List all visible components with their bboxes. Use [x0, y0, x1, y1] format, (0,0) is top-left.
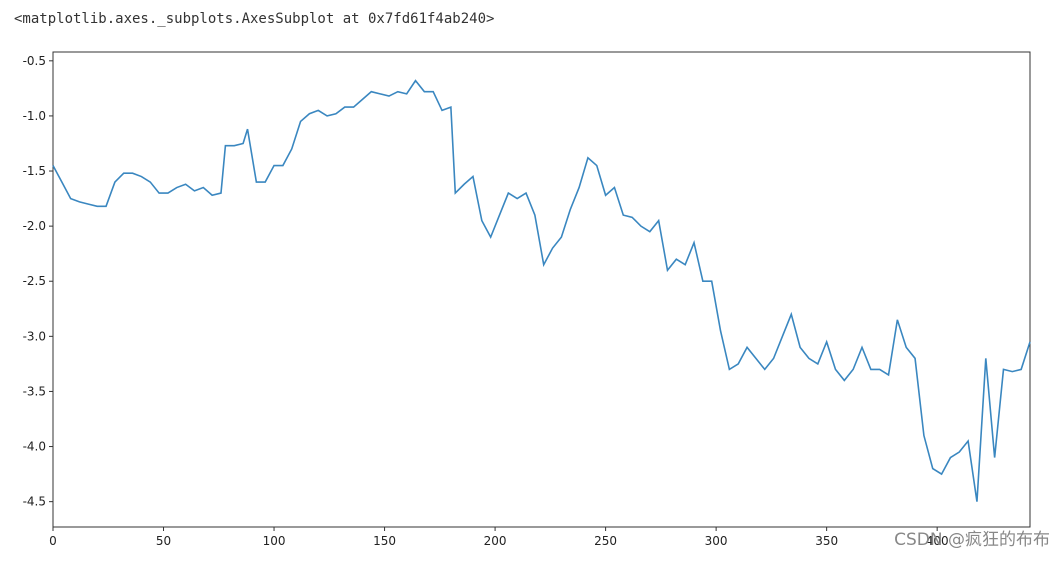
x-tick-label: 200	[484, 534, 507, 548]
x-tick-label: 150	[373, 534, 396, 548]
y-tick-label: -4.5	[23, 495, 46, 509]
x-tick-label: 0	[49, 534, 57, 548]
plot-frame	[52, 51, 1031, 528]
x-tick-label: 250	[594, 534, 617, 548]
y-tick-label: -3.5	[23, 384, 46, 398]
y-tick-label: -1.5	[23, 164, 46, 178]
data-line	[52, 79, 1031, 502]
x-tick-label: 400	[926, 534, 949, 548]
x-tick-label: 100	[263, 534, 286, 548]
y-tick-label: -0.5	[23, 54, 46, 68]
y-tick-label: -2.5	[23, 274, 46, 288]
x-tick-label: 50	[156, 534, 171, 548]
output-header: <matplotlib.axes._subplots.AxesSubplot a…	[14, 11, 494, 27]
y-tick-label: -3.0	[23, 329, 46, 343]
y-tick-label: -4.0	[23, 440, 46, 454]
x-tick-label: 300	[705, 534, 728, 548]
y-tick-label: -2.0	[23, 219, 46, 233]
x-tick-label: 350	[815, 534, 838, 548]
y-tick-label: -1.0	[23, 109, 46, 123]
watermark: CSDN @疯狂的布布	[894, 530, 1050, 550]
